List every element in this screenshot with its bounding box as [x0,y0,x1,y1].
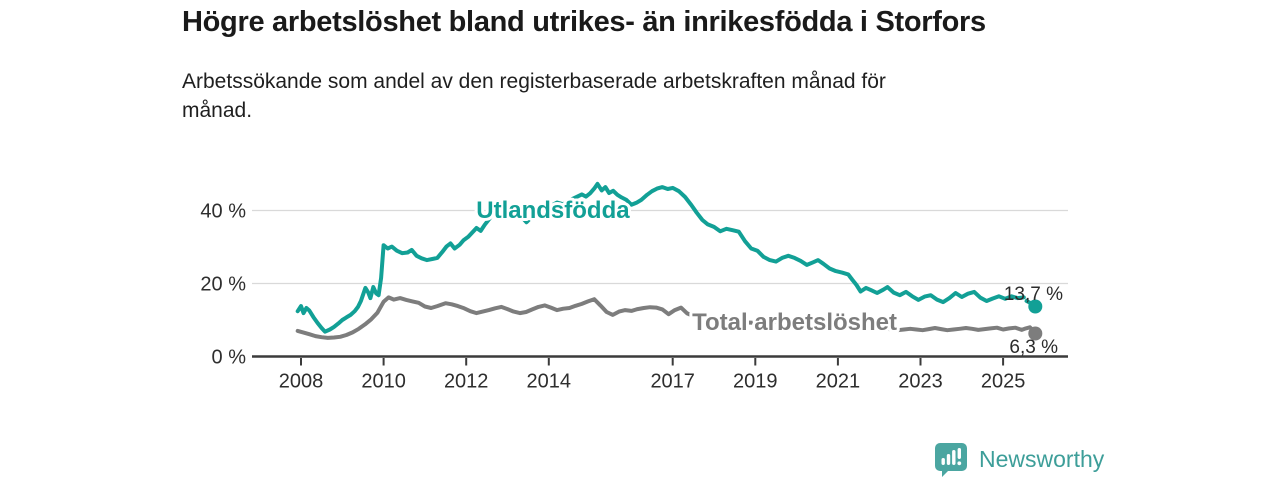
chart-subtitle: Arbetssökande som andel av den registerb… [182,70,886,122]
latest-value-label: 6,3 % [1009,337,1058,358]
series-line-total-arbetsl-shet [295,295,1035,340]
x-axis-tick-label: 2025 [981,371,1026,393]
bar-chart-speech-bubble-icon [935,443,967,477]
y-axis-tick-label: 0 % [212,347,247,369]
series-line-gap-segment [1024,299,1032,305]
newsworthy-logo-text: Newsworthy [979,445,1105,472]
x-axis-tick-label: 2012 [444,371,489,393]
series-label: Utlandsfödda [476,197,630,224]
latest-value-label: 13,7 % [1004,284,1063,305]
y-axis-tick-label: 20 % [200,274,246,296]
latest-value-dot [1028,299,1043,314]
x-axis-tick-label: 2019 [733,371,778,393]
y-axis-tick-label: 40 % [200,201,246,223]
x-axis-tick-label: 2023 [898,371,943,393]
series-line-utlandsf-dda [295,181,1026,334]
x-axis-tick-label: 2008 [279,371,324,393]
x-axis-tick-label: 2014 [527,371,572,393]
series-label: Total arbetslöshet [692,309,897,336]
x-axis-tick-label: 2017 [650,371,695,393]
newsworthy-logo: Newsworthy [933,441,1104,477]
latest-value-dot [1028,326,1043,341]
page-title: Högre arbetslöshet bland utrikes- än inr… [182,6,986,38]
x-axis-tick-label: 2021 [816,371,861,393]
x-axis-tick-label: 2010 [361,371,406,393]
